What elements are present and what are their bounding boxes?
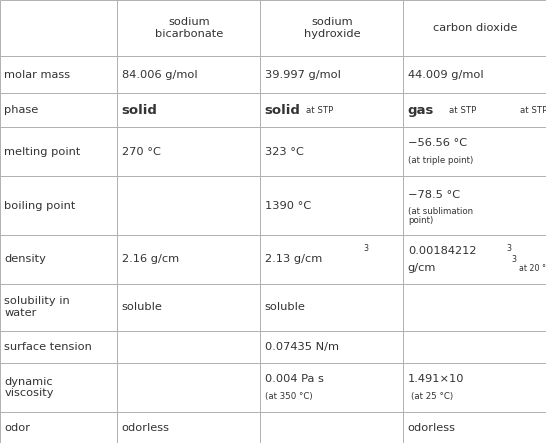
Text: 44.009 g/mol: 44.009 g/mol	[408, 70, 484, 80]
Text: odorless: odorless	[408, 423, 456, 432]
Text: carbon dioxide: carbon dioxide	[432, 23, 517, 33]
Text: odor: odor	[4, 423, 31, 432]
Text: solubility in
water: solubility in water	[4, 296, 70, 318]
Text: 0.07435 N/m: 0.07435 N/m	[265, 342, 339, 352]
Text: 1390 °C: 1390 °C	[265, 201, 311, 210]
Text: 84.006 g/mol: 84.006 g/mol	[122, 70, 198, 80]
Text: at STP: at STP	[306, 105, 333, 115]
Text: molar mass: molar mass	[4, 70, 70, 80]
Text: phase: phase	[4, 105, 39, 115]
Text: melting point: melting point	[4, 147, 81, 157]
Text: at STP: at STP	[449, 105, 476, 115]
Text: at STP: at STP	[520, 105, 546, 115]
Text: 270 °C: 270 °C	[122, 147, 161, 157]
Text: odorless: odorless	[122, 423, 170, 432]
Text: (at 25 °C): (at 25 °C)	[411, 392, 453, 401]
Text: soluble: soluble	[265, 302, 306, 312]
Text: 3: 3	[507, 244, 512, 253]
Text: (at 350 °C): (at 350 °C)	[265, 392, 312, 401]
Text: sodium
hydroxide: sodium hydroxide	[304, 17, 360, 39]
Text: at 20 °C: at 20 °C	[514, 264, 546, 273]
Text: boiling point: boiling point	[4, 201, 76, 210]
Text: 39.997 g/mol: 39.997 g/mol	[265, 70, 341, 80]
Text: (at triple point): (at triple point)	[408, 156, 473, 165]
Text: 0.004 Pa s: 0.004 Pa s	[265, 374, 324, 384]
Text: 2.16 g/cm: 2.16 g/cm	[122, 254, 179, 264]
Text: (at sublimation
point): (at sublimation point)	[408, 207, 473, 225]
Text: surface tension: surface tension	[4, 342, 92, 352]
Text: −78.5 °C: −78.5 °C	[408, 190, 460, 200]
Text: gas: gas	[408, 104, 434, 117]
Text: soluble: soluble	[122, 302, 163, 312]
Text: g/cm: g/cm	[408, 263, 436, 273]
Text: 2.13 g/cm: 2.13 g/cm	[265, 254, 322, 264]
Text: 3: 3	[364, 244, 369, 253]
Text: 1.491×10: 1.491×10	[408, 374, 464, 384]
Text: 323 °C: 323 °C	[265, 147, 304, 157]
Text: density: density	[4, 254, 46, 264]
Text: solid: solid	[265, 104, 301, 117]
Text: 3: 3	[512, 255, 517, 264]
Text: dynamic
viscosity: dynamic viscosity	[4, 377, 54, 398]
Text: −56.56 °C: −56.56 °C	[408, 138, 467, 148]
Text: sodium
bicarbonate: sodium bicarbonate	[155, 17, 223, 39]
Text: 0.00184212: 0.00184212	[408, 245, 476, 256]
Text: solid: solid	[122, 104, 158, 117]
